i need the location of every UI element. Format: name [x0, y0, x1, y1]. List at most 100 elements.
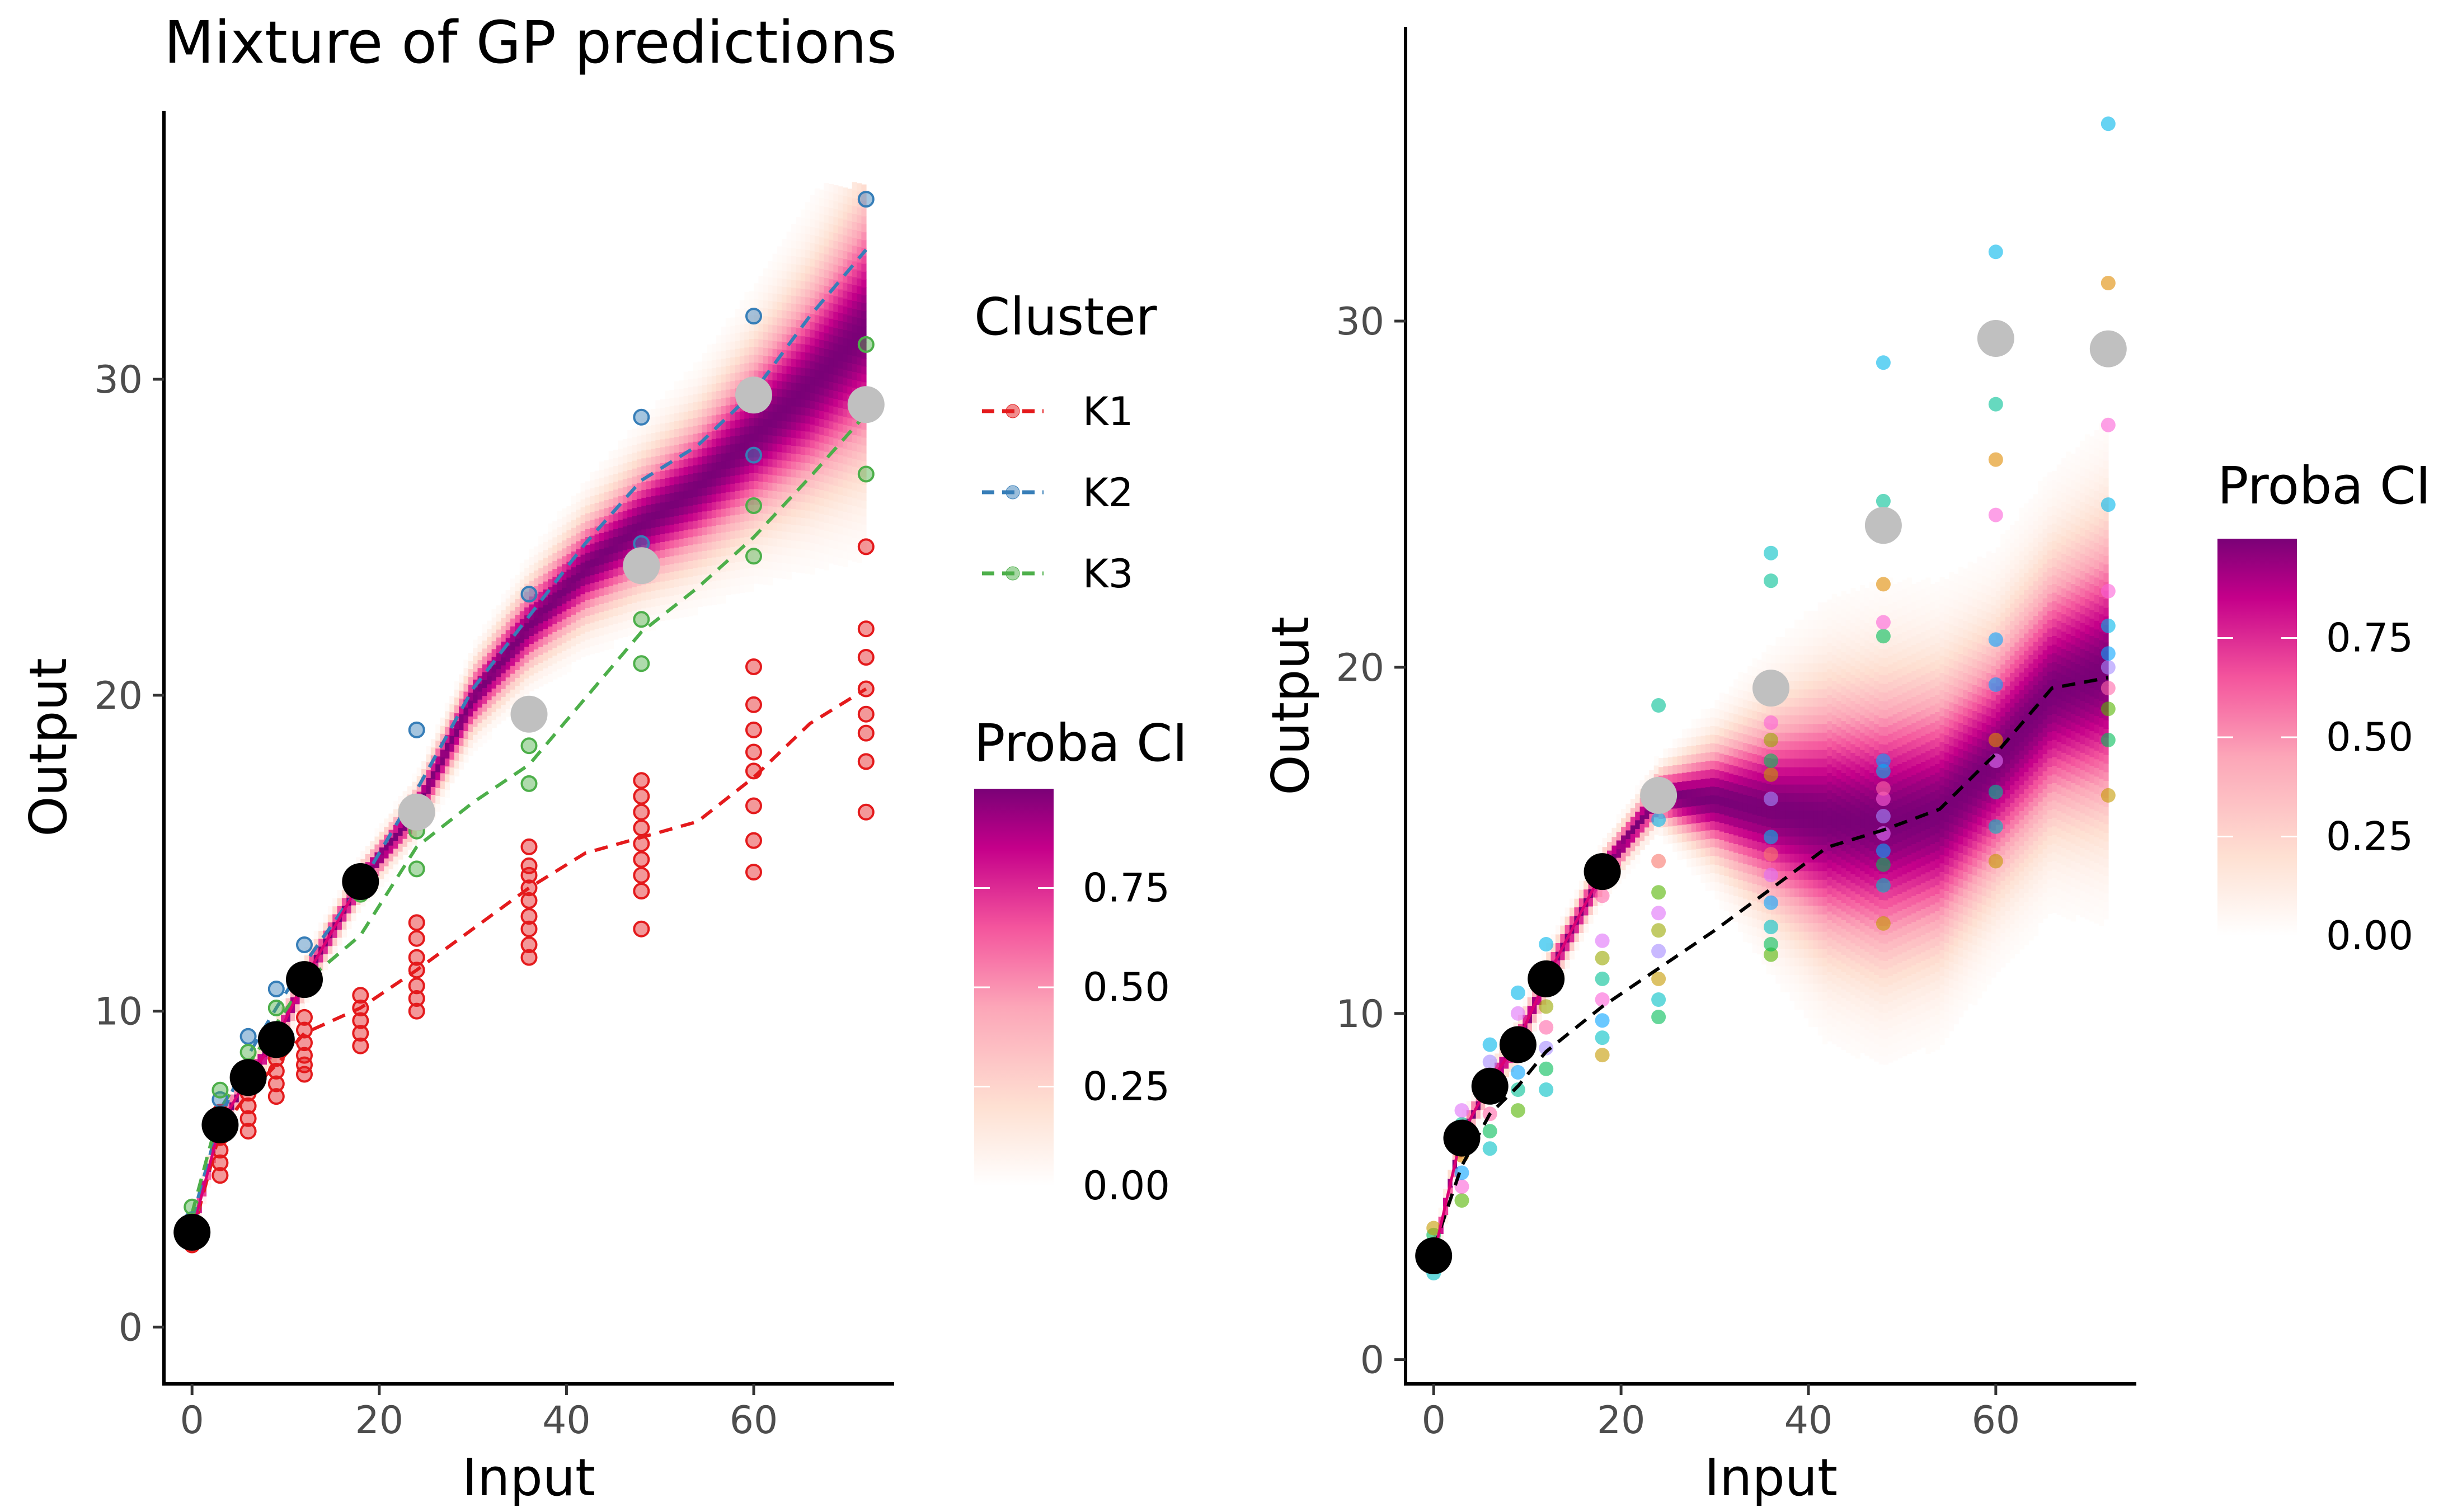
density-cell: [735, 372, 740, 381]
density-cell: [1705, 709, 1711, 718]
density-cell: [1845, 801, 1852, 811]
density-cell: [843, 329, 848, 338]
density-cell: [1780, 983, 1786, 992]
density-cell: [1799, 723, 1805, 733]
density-cell: [463, 683, 469, 692]
density-cell: [730, 436, 736, 445]
density-cell: [557, 566, 562, 574]
density-cell: [852, 237, 857, 246]
density-cell: [852, 450, 857, 459]
density-cell: [777, 388, 783, 397]
density-cell: [814, 283, 820, 291]
density-cell: [1799, 879, 1805, 889]
density-cell: [843, 558, 848, 567]
density-cell: [1785, 983, 1791, 992]
density-cell: [805, 478, 811, 487]
density-cell: [739, 316, 745, 325]
density-cell: [1831, 948, 1837, 958]
density-cell: [1714, 708, 1720, 718]
density-cell: [833, 548, 839, 557]
density-cell: [1738, 741, 1744, 751]
density-cell: [843, 211, 848, 220]
density-cell: [1850, 917, 1856, 926]
density-cell: [1761, 722, 1767, 731]
density-cell: [1803, 646, 1809, 655]
density-cell: [444, 758, 450, 767]
density-cell: [665, 501, 670, 510]
density-cell: [1532, 1005, 1538, 1014]
density-cell: [768, 435, 773, 444]
density-cell: [1653, 756, 1659, 766]
density-cell: [665, 454, 670, 463]
density-cell: [590, 606, 595, 615]
density-cell: [1775, 749, 1781, 759]
density-cell: [721, 413, 726, 422]
density-cell: [538, 615, 544, 624]
density-cell: [538, 630, 544, 639]
density-cell: [754, 496, 759, 505]
density-cell: [786, 279, 792, 288]
density-cell: [1761, 886, 1767, 896]
density-cell: [1803, 654, 1809, 663]
density-cell: [810, 455, 815, 464]
density-cell: [768, 569, 773, 578]
density-cell: [585, 552, 591, 561]
density-cell: [861, 192, 867, 201]
density-cell: [1817, 879, 1823, 889]
density-cell: [622, 486, 628, 495]
density-cell: [604, 626, 609, 635]
density-cell: [463, 746, 469, 755]
density-cell: [482, 680, 487, 688]
density-cell: [674, 468, 679, 477]
density-cell: [744, 347, 750, 356]
density-cell: [1705, 864, 1711, 874]
density-cell: [1850, 726, 1856, 736]
density-cell: [435, 748, 441, 757]
density-cell: [697, 567, 703, 576]
density-cell: [505, 590, 511, 599]
density-cell: [407, 841, 413, 850]
density-cell: [857, 499, 862, 508]
density-cell: [501, 594, 506, 602]
density-cell: [501, 712, 506, 721]
density-cell: [749, 441, 754, 450]
density-cell: [1813, 628, 1819, 638]
density-cell: [1817, 845, 1823, 854]
density-cell: [744, 465, 750, 474]
density-cell: [702, 424, 708, 433]
density-cell: [828, 373, 834, 382]
density-cell: [735, 530, 740, 539]
density-cell: [608, 459, 614, 468]
density-cell: [1714, 778, 1720, 787]
density-cell: [782, 349, 787, 358]
density-cell: [1822, 836, 1828, 845]
density-cell: [796, 390, 801, 399]
density-cell: [805, 321, 811, 329]
density-cell: [805, 241, 811, 250]
density-cell: [796, 366, 801, 375]
density-cell: [604, 492, 609, 501]
density-cell: [1855, 677, 1860, 687]
density-cell: [473, 639, 478, 648]
density-cell: [1813, 706, 1819, 715]
density-cell: [1860, 741, 1866, 750]
density-cell: [599, 508, 605, 517]
density-cell: [796, 232, 801, 241]
density-cell: [1719, 865, 1725, 875]
density-cell: [1845, 1018, 1852, 1027]
density-cell: [772, 277, 778, 286]
density-cell: [646, 623, 651, 632]
density-cell: [824, 522, 829, 531]
density-cell: [1733, 679, 1739, 689]
density-cell: [1841, 876, 1846, 886]
density-cell: [1836, 795, 1842, 805]
density-cell: [651, 496, 656, 505]
density-cell: [1836, 960, 1842, 969]
density-cell: [674, 531, 679, 540]
density-cell: [814, 441, 820, 450]
density-cell: [430, 770, 436, 779]
density-cell: [1700, 752, 1706, 762]
density-cell: [725, 547, 731, 556]
density-cell: [679, 412, 684, 421]
density-cell: [337, 937, 342, 946]
